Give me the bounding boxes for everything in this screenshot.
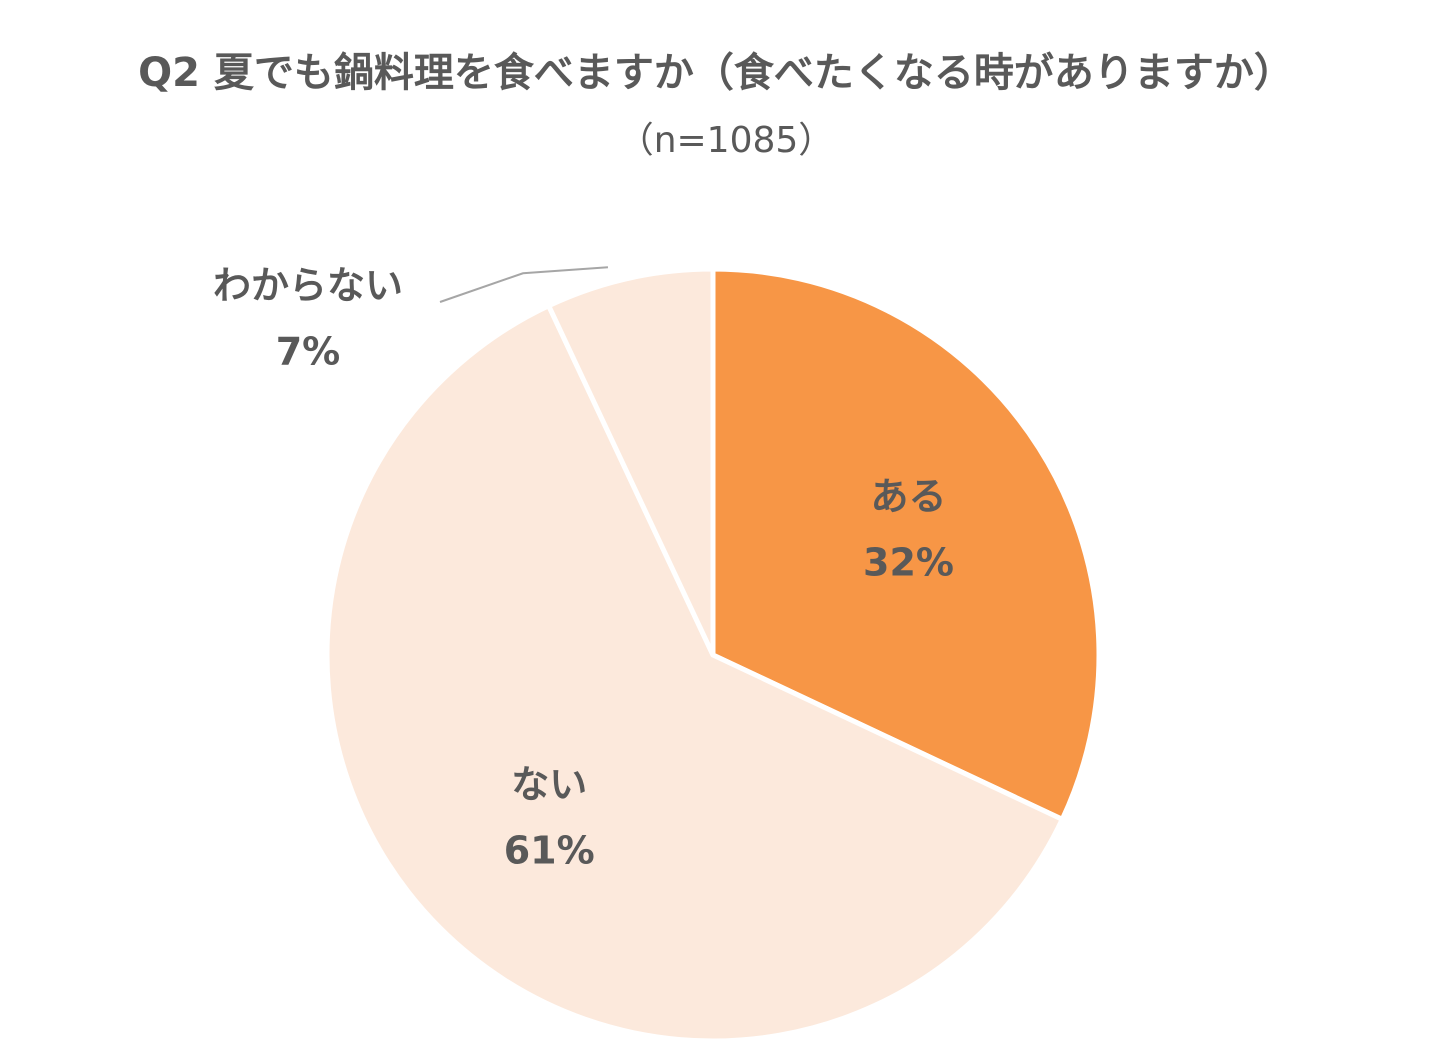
value-label: 32%	[863, 540, 954, 584]
pie-slice	[324, 302, 1066, 1044]
leader-line	[439, 266, 609, 303]
pie-slice	[545, 266, 716, 657]
category-label: わからない	[213, 264, 403, 308]
chart-subtitle: （n=1085）	[618, 120, 835, 161]
category-label: ない	[511, 762, 587, 806]
category-label: ある	[871, 474, 947, 518]
value-label: 7%	[276, 330, 341, 374]
pie-slice	[710, 266, 1102, 823]
chart-title: Q2 夏でも鍋料理を食べますか（食べたくなる時がありますか）	[138, 50, 1294, 96]
value-label: 61%	[504, 828, 595, 872]
